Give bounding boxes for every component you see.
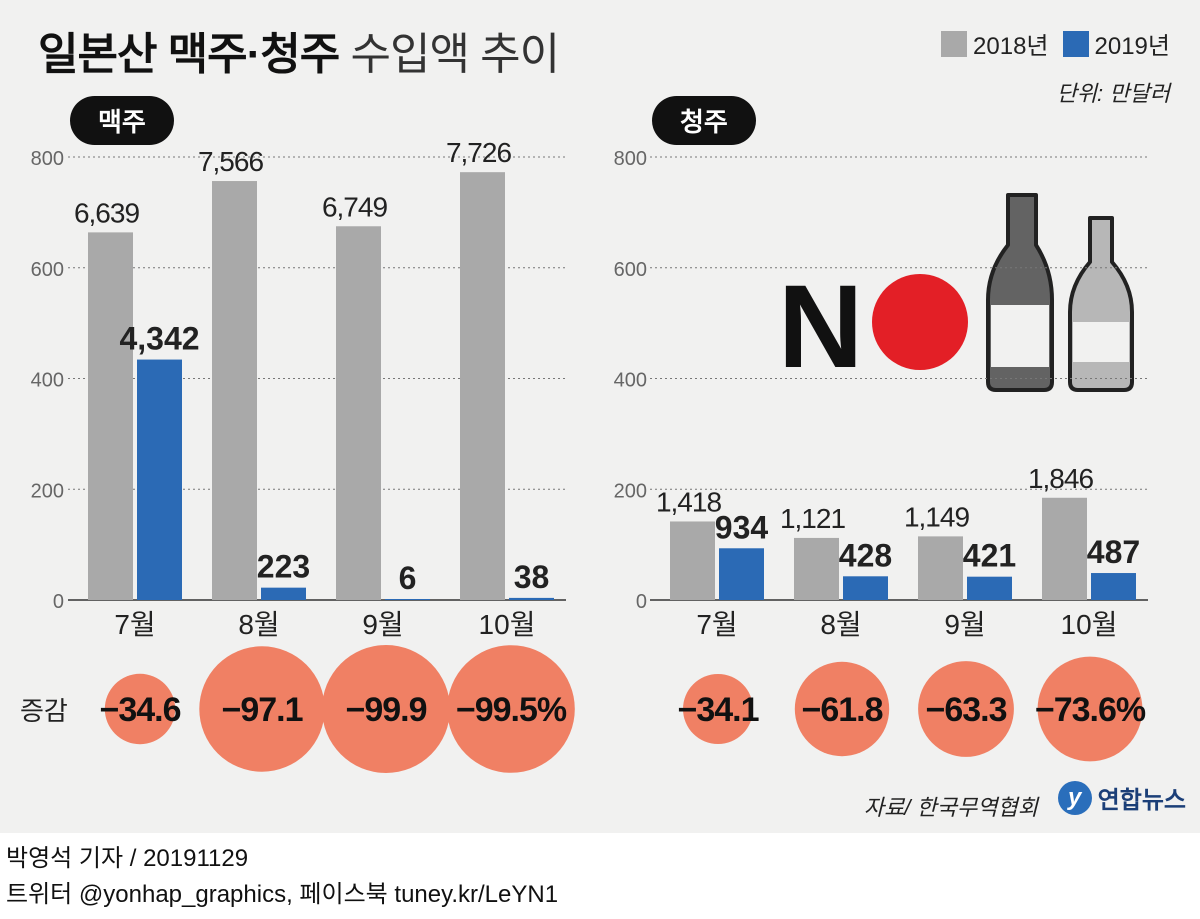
- yonhap-logo-text: 연합뉴스: [1097, 787, 1186, 814]
- sake-bar-2018: [670, 521, 715, 600]
- beer-y-tick-label: 600: [31, 259, 64, 281]
- rising-sun-icon: [872, 274, 968, 370]
- yonhap-logo-mark: y: [1057, 780, 1092, 815]
- legend-label-2019: 2019년: [1094, 33, 1170, 60]
- beer-y-tick-label: 200: [31, 480, 64, 502]
- beer-bar-2019: [509, 597, 554, 600]
- sake-change-bubble: [1037, 656, 1143, 762]
- legend-swatch-2018: [941, 30, 968, 57]
- sake-data-label-2019: 421: [963, 538, 1016, 574]
- sake-data-label-2018: 1,121: [780, 503, 845, 534]
- beer-data-label-2019: 38: [514, 559, 550, 595]
- beer-data-label-2018: 6,749: [322, 191, 387, 222]
- yonhap-logo: y 연합뉴스: [1057, 780, 1186, 815]
- sake-data-label-2019: 487: [1087, 534, 1140, 570]
- beer-bar-2019: [385, 599, 430, 600]
- sake-x-tick-label: 7월: [696, 609, 737, 640]
- sake-bar-2019: [967, 576, 1012, 600]
- beer-change-bubble: [322, 645, 450, 773]
- sake-y-tick-label: 200: [614, 480, 647, 502]
- light-bottle-icon: [1068, 216, 1134, 392]
- dark-bottle-icon: [986, 193, 1054, 392]
- legend-item-2019: 2019년: [1062, 26, 1170, 61]
- beer-change-label: −99.9: [345, 691, 426, 729]
- sake-change-bubble: [794, 661, 890, 757]
- sake-bar-2018: [794, 537, 839, 600]
- legend-label-2018: 2018년: [973, 33, 1049, 60]
- sake-change-label: −63.3: [925, 691, 1006, 729]
- beer-x-tick-label: 10월: [479, 609, 536, 640]
- legend: 2018년 2019년: [941, 26, 1170, 61]
- sake-bar-2018: [1042, 497, 1087, 600]
- title-bold-text: 일본산 맥주·청주: [38, 30, 340, 79]
- beer-data-label-2019: 6: [399, 560, 417, 596]
- change-row-label: 증감: [20, 696, 68, 726]
- beer-change-bubble: [104, 673, 176, 745]
- beer-y-tick-label: 0: [53, 591, 64, 613]
- legend-item-2018: 2018년: [941, 26, 1049, 61]
- sake-x-tick-label: 10월: [1061, 609, 1118, 640]
- sake-y-tick-label: 400: [614, 370, 647, 392]
- beer-change-bubble: [199, 646, 325, 772]
- no-boycott-graphic: N: [778, 261, 968, 393]
- sake-data-label-2019: 934: [715, 509, 769, 545]
- sake-data-label-2018: 1,846: [1028, 463, 1093, 494]
- legend-swatch-2019: [1062, 30, 1089, 57]
- beer-section-label: 맥주: [70, 96, 174, 145]
- sake-y-tick-label: 600: [614, 259, 647, 281]
- title-light-text: 수입액 추이: [350, 30, 560, 79]
- beer-bar-2018: [88, 232, 133, 601]
- social-credits: 트위터 @yonhap_graphics, 페이스북 tuney.kr/LeYN…: [6, 881, 559, 908]
- sake-change-label: −34.1: [677, 691, 758, 729]
- unit-label: 단위: 만달러: [1056, 81, 1170, 106]
- sake-y-tick-label: 0: [636, 591, 647, 613]
- beer-bar-2019: [137, 359, 182, 600]
- beer-data-label-2018: 6,639: [74, 197, 139, 228]
- beer-data-label-2018: 7,726: [446, 137, 511, 168]
- beer-data-label-2018: 7,566: [198, 146, 263, 177]
- beer-x-tick-label: 8월: [238, 609, 279, 640]
- sake-change-bubble: [918, 661, 1014, 757]
- beer-data-label-2019: 223: [257, 549, 310, 585]
- beer-y-tick-label: 800: [31, 148, 64, 170]
- footer-band: [0, 833, 1200, 919]
- sake-bar-2019: [719, 548, 764, 600]
- no-letter: N: [778, 261, 863, 393]
- beer-change-label: −97.1: [221, 691, 302, 729]
- beer-bar-2019: [261, 587, 306, 600]
- sake-change-bubble: [683, 674, 753, 744]
- sake-section-label: 청주: [652, 96, 756, 145]
- beer-change-label: −34.6: [99, 691, 180, 729]
- sake-bar-2019: [1091, 573, 1136, 600]
- sake-x-tick-label: 9월: [944, 609, 985, 640]
- beer-x-tick-label: 9월: [362, 609, 403, 640]
- byline: 박영석 기자 / 20191129: [6, 845, 249, 872]
- sake-data-label-2018: 1,418: [656, 486, 721, 517]
- beer-y-tick-label: 400: [31, 370, 64, 392]
- sake-data-label-2018: 1,149: [904, 501, 969, 532]
- beer-bar-2018: [336, 226, 381, 601]
- beer-change-bubble: [447, 645, 575, 773]
- sake-data-label-2019: 428: [839, 537, 892, 573]
- sake-x-tick-label: 8월: [820, 609, 861, 640]
- beer-change-label: −99.5%: [456, 691, 567, 729]
- beer-data-label-2019: 4,342: [119, 321, 199, 357]
- source-label: 자료/ 한국무역협회: [863, 795, 1038, 820]
- page-title: 일본산 맥주·청주 수입액 추이: [38, 18, 560, 82]
- beer-x-tick-label: 7월: [114, 609, 155, 640]
- sake-change-label: −73.6%: [1035, 691, 1146, 729]
- sake-bar-2018: [918, 536, 963, 600]
- sake-change-label: −61.8: [801, 691, 882, 729]
- sake-y-tick-label: 800: [614, 148, 647, 170]
- sake-bar-2019: [843, 576, 888, 600]
- beer-bar-2018: [460, 172, 505, 601]
- beer-bar-2018: [212, 181, 257, 600]
